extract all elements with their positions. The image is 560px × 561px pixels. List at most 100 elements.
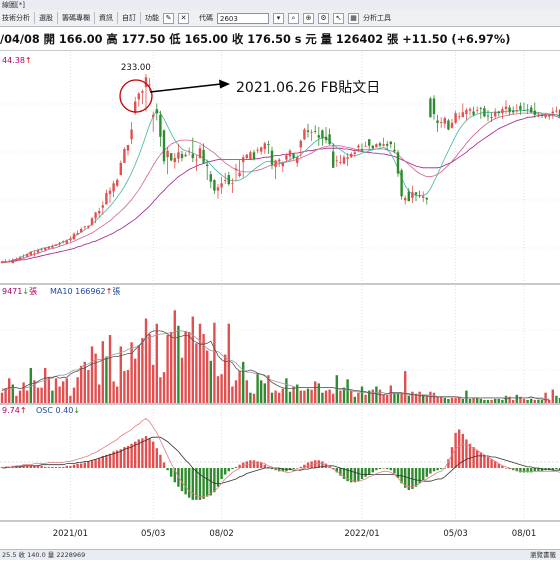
- volume-bar: [148, 334, 151, 403]
- menu-chips-column[interactable]: 籌碼專欄: [62, 14, 90, 22]
- menu-functions[interactable]: 功能: [145, 14, 159, 22]
- osc-bar: [519, 468, 522, 473]
- candle-body: [54, 244, 58, 246]
- osc-bar: [94, 459, 97, 468]
- candle-body: [213, 180, 216, 191]
- menu-custom[interactable]: 自訂: [122, 14, 136, 22]
- volume-bar: [321, 392, 324, 403]
- dif-line: [1, 418, 560, 497]
- candle-body: [306, 130, 310, 132]
- volume-bar: [328, 389, 331, 403]
- volume-bar: [4, 388, 7, 403]
- stock-chart[interactable]: 2021/0105/0308/022022/0105/0308/012023/0…: [0, 50, 560, 549]
- volume-bar: [152, 364, 155, 403]
- volume-bar: [18, 390, 22, 403]
- volume-bar: [22, 382, 25, 403]
- osc-bar: [432, 468, 436, 472]
- volume-bar: [350, 390, 353, 403]
- volume-bar: [281, 388, 284, 403]
- osc-bar: [346, 468, 349, 482]
- osc-bar: [130, 443, 133, 468]
- candle-body: [375, 144, 378, 148]
- volume-bar: [357, 392, 360, 403]
- osc-bar: [378, 468, 382, 470]
- close-icon[interactable]: ✕: [178, 12, 189, 24]
- volume-bar: [393, 392, 396, 403]
- candle-body: [378, 143, 382, 146]
- x-tick-label: 08/01: [512, 529, 537, 539]
- toolbar-divider: [117, 12, 118, 24]
- osc-bar: [299, 466, 302, 468]
- candle-body: [22, 257, 25, 259]
- candle-body: [274, 160, 277, 167]
- menu-info[interactable]: 資訊: [99, 14, 113, 22]
- chart-tools-icon[interactable]: ▦: [348, 12, 359, 24]
- candle-body: [94, 212, 97, 219]
- dropdown-icon[interactable]: ▾: [273, 12, 284, 24]
- volume-bar: [288, 391, 292, 403]
- candle-body: [299, 140, 302, 148]
- volume-bar: [249, 392, 252, 403]
- osc-bar: [195, 468, 198, 500]
- zoom-icon[interactable]: ⊕: [303, 12, 314, 24]
- osc-bar: [69, 465, 72, 468]
- candle-body: [270, 150, 274, 165]
- volume-panel: [0, 310, 560, 404]
- settings-icon[interactable]: ⚙: [318, 12, 329, 24]
- candle-body: [130, 129, 133, 140]
- menu-stock-screen[interactable]: 選股: [39, 14, 53, 22]
- search-icon[interactable]: ⌕: [288, 12, 299, 24]
- osc-bar: [450, 447, 454, 468]
- candle-body: [393, 149, 396, 152]
- candle-body: [148, 84, 151, 86]
- osc-bar: [425, 468, 428, 477]
- osc-bar: [119, 449, 122, 468]
- candle-body: [198, 148, 202, 158]
- volume-bar: [440, 396, 443, 403]
- volume-bar: [234, 380, 238, 403]
- candle-body: [263, 143, 266, 149]
- candle-body: [90, 218, 94, 225]
- candle-body: [11, 259, 14, 264]
- osc-bar: [173, 468, 176, 483]
- candle-body: [483, 108, 486, 117]
- candle-body: [126, 144, 130, 151]
- volume-bar: [170, 331, 173, 403]
- code-input[interactable]: 2603: [217, 12, 269, 24]
- osc-bar: [414, 468, 418, 487]
- osc-bar: [350, 468, 353, 483]
- osc-bar: [36, 465, 40, 468]
- peak-price-label: 233.00: [121, 63, 151, 73]
- menu-analysis-tools[interactable]: 分析工具: [363, 14, 391, 22]
- osc-bar: [555, 468, 558, 470]
- volume-bar: [238, 371, 241, 403]
- window-title: 線圖[*]: [2, 1, 25, 9]
- volume-bar: [504, 395, 508, 403]
- volume-bar: [339, 390, 342, 403]
- osc-bar: [440, 468, 443, 470]
- candle-body: [443, 118, 446, 124]
- volume-bar: [274, 390, 277, 403]
- cursor-icon[interactable]: ↖: [333, 12, 344, 24]
- osc-bar: [216, 468, 220, 487]
- osc-bar: [26, 465, 29, 468]
- candle-body: [83, 226, 86, 228]
- osc-bar: [454, 432, 457, 468]
- candle-body: [548, 115, 551, 117]
- osc-bar: [530, 468, 533, 473]
- osc-bar: [533, 468, 536, 472]
- candle-body: [328, 134, 331, 145]
- candle-body: [108, 190, 112, 194]
- menu-technical-analysis[interactable]: 技術分析: [2, 14, 30, 22]
- candle-body: [231, 183, 234, 185]
- osc-bar: [483, 454, 486, 468]
- pencil-icon[interactable]: ✎: [163, 12, 174, 24]
- candle-body: [191, 153, 194, 158]
- candle-body: [490, 117, 493, 118]
- candle-body: [278, 159, 281, 162]
- osc-bar: [296, 468, 299, 469]
- bookmark-button[interactable]: 瀏覽書籤: [530, 551, 556, 559]
- volume-bar: [180, 357, 184, 403]
- candle-body: [317, 135, 320, 138]
- candle-body: [159, 114, 162, 137]
